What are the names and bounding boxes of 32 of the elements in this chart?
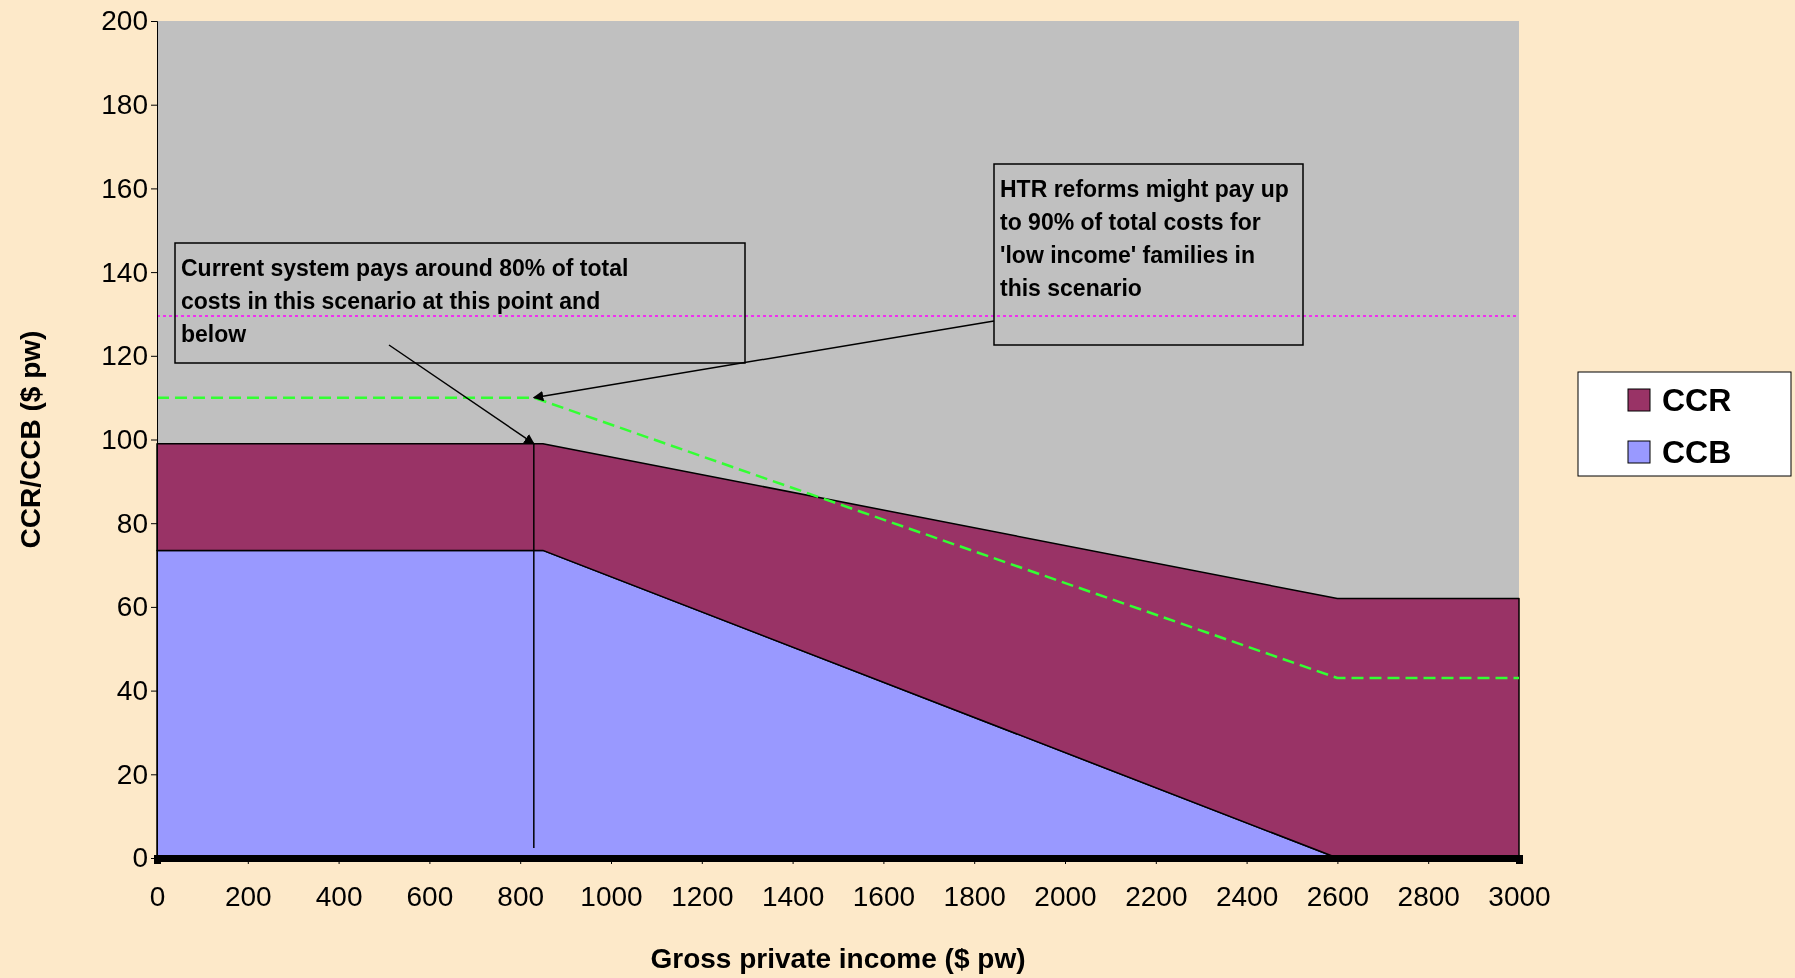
x-tick-label: 400 [315,881,363,913]
y-tick-label: 20 [116,758,148,790]
y-tick-label: 40 [116,675,148,707]
x-tick-label: 2800 [1397,881,1460,913]
x-tick-label: 800 [497,881,545,913]
legend-label: CCB [1662,434,1732,470]
y-tick-label: 100 [101,423,148,455]
y-tick-label: 0 [132,842,148,874]
y-tick-label: 140 [101,256,148,288]
x-tick-label: 2000 [1034,881,1097,913]
x-tick-label: 1400 [761,881,825,913]
y-axis-title: CCR/CCB ($ pw) [15,330,46,549]
y-tick-label: 80 [116,507,148,539]
annotation: HTR reforms might pay up to 90% of total costs for 'low income' families in this scenario [1000,176,1289,301]
x-tick-label: 1200 [671,881,734,913]
x-tick-label: 1000 [580,881,643,913]
y-tick-label: 60 [116,591,148,623]
y-tick-label: 160 [101,172,148,204]
annotation: Current system pays around 80% of total costs in this scenario at this point and below [181,255,629,347]
x-tick-label: 3000 [1488,881,1551,913]
x-tick-label: 1800 [943,881,1006,913]
y-tick-label: 180 [101,89,148,121]
y-tick-label: 200 [101,5,148,37]
x-tick-label: 2400 [1215,881,1279,913]
x-tick-label: 600 [406,881,454,913]
x-tick-label: 1600 [852,881,916,913]
x-tick-label: 2600 [1306,881,1370,913]
x-tick-label: 200 [224,881,272,913]
y-tick-label: 120 [101,340,148,372]
x-tick-label: 2200 [1125,881,1188,913]
x-axis-title: Gross private income ($ pw) [650,943,1026,974]
legend-label: CCR [1662,382,1732,418]
